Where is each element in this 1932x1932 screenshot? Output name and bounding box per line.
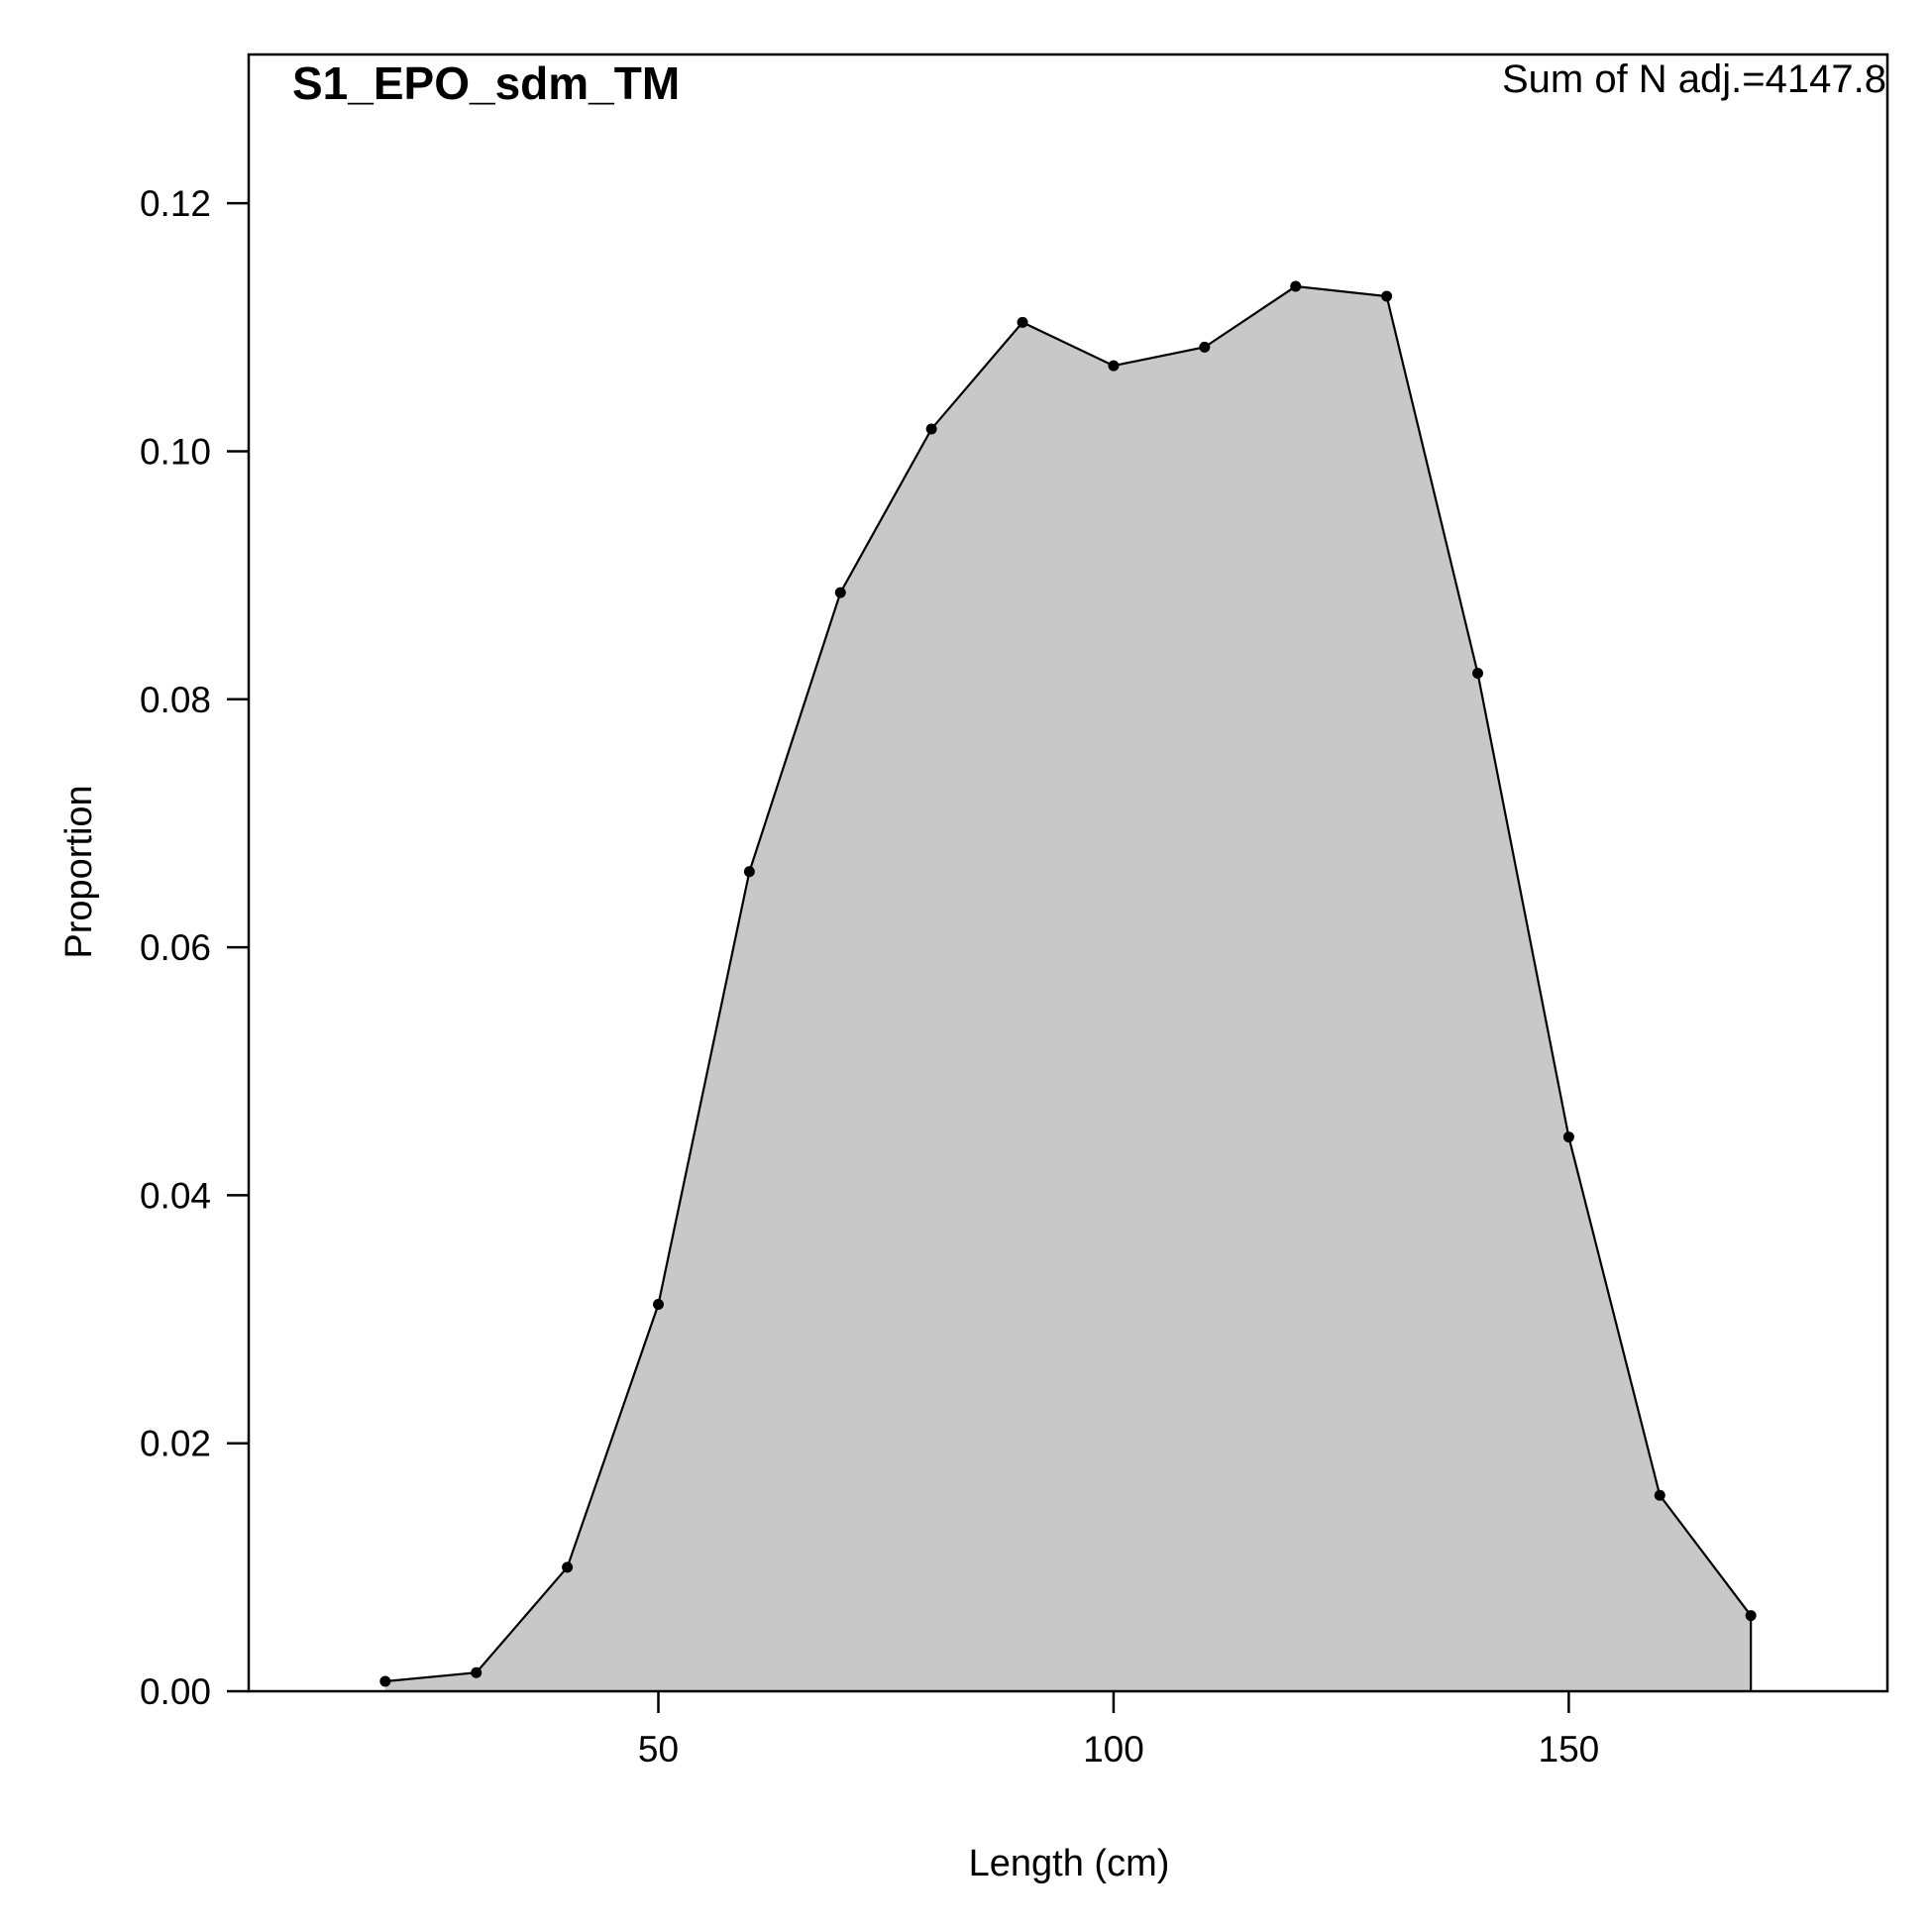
annotation: Sum of N adj.=4147.8 <box>1502 57 1886 101</box>
x-axis-label: Length (cm) <box>969 1843 1170 1884</box>
point <box>379 1675 391 1687</box>
point <box>471 1666 483 1678</box>
x-tick-label: 50 <box>638 1729 679 1770</box>
point <box>1654 1489 1665 1501</box>
point <box>925 423 937 435</box>
point <box>1108 360 1120 372</box>
x-tick-label: 150 <box>1539 1729 1600 1770</box>
point <box>1017 316 1028 328</box>
y-tick-label: 0.12 <box>140 183 211 224</box>
point <box>1745 1610 1757 1622</box>
point <box>743 866 755 878</box>
point <box>1290 280 1302 292</box>
y-axis-label: Proportion <box>58 785 100 958</box>
point <box>1381 290 1393 302</box>
chart-title: S1_EPO_sdm_TM <box>292 57 680 109</box>
y-tick-label: 0.02 <box>140 1424 211 1464</box>
point <box>653 1299 664 1311</box>
x-tick-label: 100 <box>1083 1729 1144 1770</box>
point <box>562 1561 574 1573</box>
y-tick-label: 0.06 <box>140 927 211 968</box>
point <box>1472 668 1483 680</box>
point <box>1199 341 1211 353</box>
point <box>1562 1131 1574 1143</box>
y-tick-label: 0.04 <box>140 1175 211 1216</box>
area <box>384 286 1752 1691</box>
y-tick-label: 0.10 <box>140 431 211 472</box>
y-tick-label: 0.08 <box>140 680 211 720</box>
plot-frame <box>247 53 1889 1693</box>
y-tick-label: 0.00 <box>140 1671 211 1712</box>
point <box>834 587 846 598</box>
